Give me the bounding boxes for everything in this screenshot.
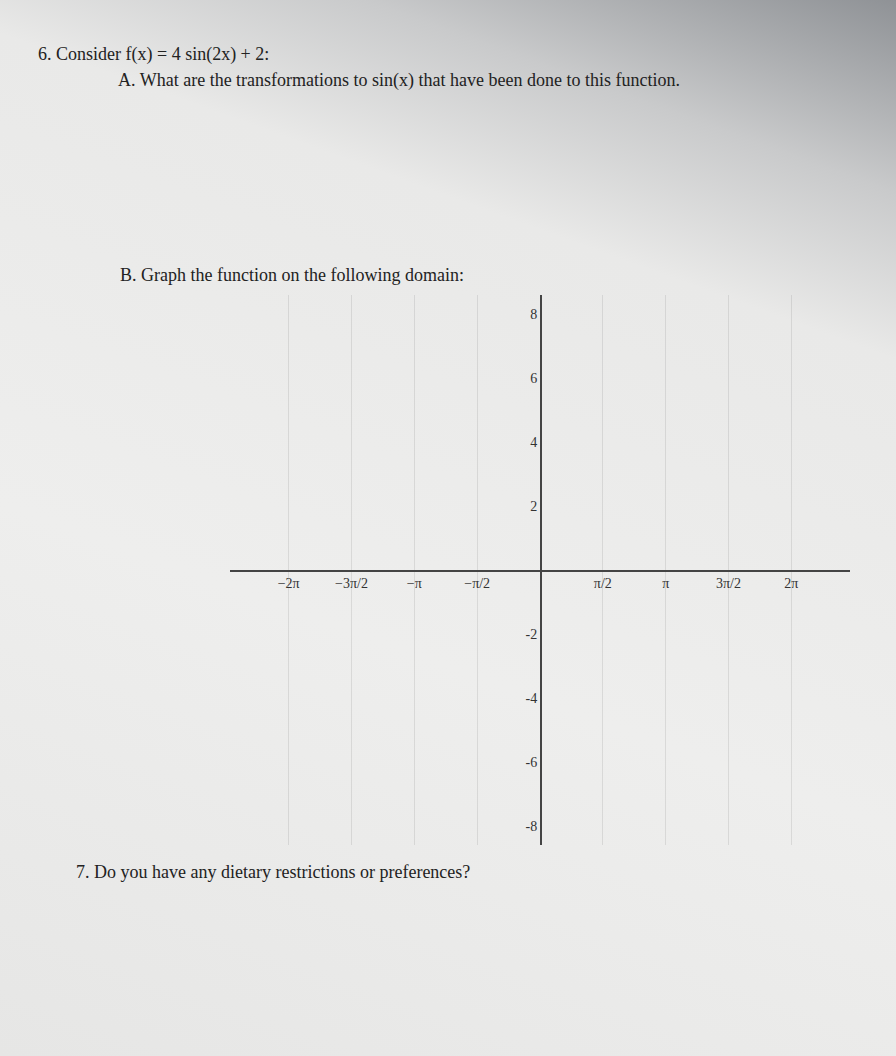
html-text:7. Do you have any dietary res: 7. Do you have any dietary restrictions …: [76, 862, 471, 882]
svg-text:π: π: [662, 576, 669, 591]
html-text:6. Consider f(x) = 4 sin(2x) +: 6. Consider f(x) = 4 sin(2x) + 2:: [38, 44, 270, 64]
html-text:B. Graph the function on the f: B. Graph the function on the following d…: [120, 265, 464, 285]
svg-text:π/2: π/2: [594, 576, 612, 591]
svg-text:2π: 2π: [784, 576, 798, 591]
svg-text:-6: -6: [526, 755, 538, 770]
svg-text:-8: -8: [526, 819, 538, 834]
svg-text:6: 6: [530, 371, 537, 386]
svg-text:−π: −π: [407, 576, 422, 591]
svg-text:3π/2: 3π/2: [716, 576, 741, 591]
svg-text:-4: -4: [526, 691, 538, 706]
svg-text:−3π/2: −3π/2: [335, 576, 368, 591]
svg-text:-2: -2: [526, 627, 538, 642]
svg-text:2: 2: [530, 499, 537, 514]
svg-text:−2π: −2π: [278, 576, 300, 591]
html-text:A. What are the transformation: A. What are the transformations to sin(x…: [118, 70, 680, 90]
svg-text:−π/2: −π/2: [464, 576, 490, 591]
svg-text:8: 8: [530, 307, 537, 322]
svg-text:4: 4: [530, 435, 537, 450]
